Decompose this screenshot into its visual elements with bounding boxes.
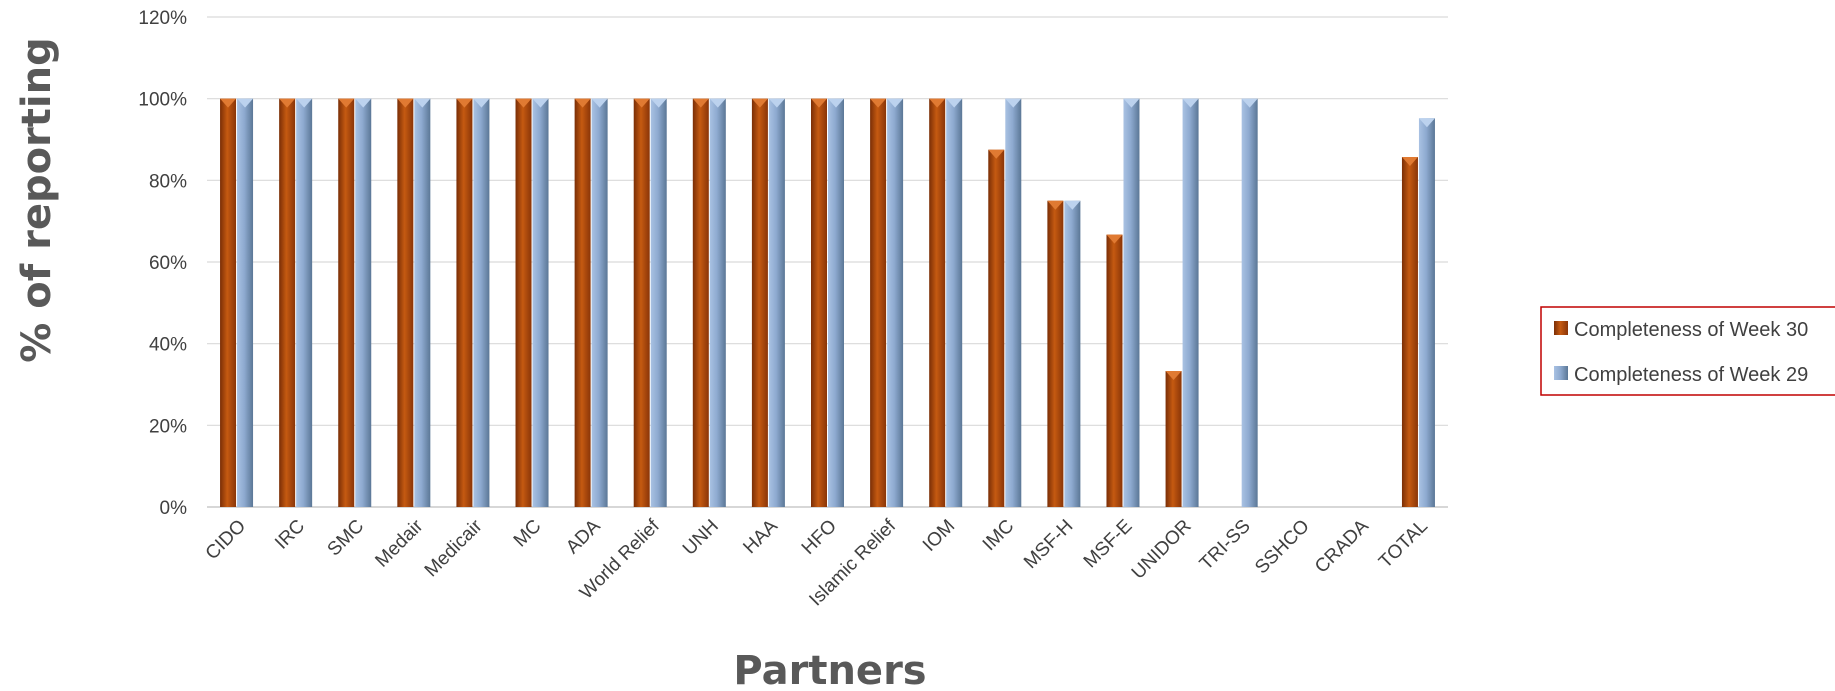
bar	[692, 98, 709, 508]
x-tick-label: HAA	[739, 515, 782, 558]
bar	[1064, 200, 1081, 507]
x-tick-label: Medicair	[421, 515, 487, 581]
x-tick-label: MSF-H	[1020, 516, 1077, 573]
x-tick-label: SSHCO	[1251, 516, 1314, 579]
legend-swatch-week-29	[1554, 366, 1568, 380]
bar	[456, 98, 473, 508]
x-tick-label: TOTAL	[1375, 516, 1432, 573]
x-tick-label: MSF-E	[1080, 516, 1137, 573]
bar	[338, 98, 355, 508]
x-tick-label: IRC	[271, 516, 309, 554]
legend-border	[1540, 306, 1835, 396]
y-tick-label: 120%	[138, 8, 187, 29]
bar	[414, 98, 431, 508]
bar	[751, 98, 768, 508]
legend-label-week-29: Completeness of Week 29	[1574, 364, 1808, 386]
bar	[532, 98, 549, 508]
bar	[1005, 98, 1022, 508]
y-tick-label: 20%	[149, 416, 187, 437]
gridlines	[207, 16, 1448, 508]
bar	[1401, 157, 1418, 507]
x-axis-title: Partners	[733, 648, 926, 691]
bar	[650, 98, 667, 508]
bar	[1165, 371, 1182, 507]
x-tick-label: IMC	[979, 516, 1018, 555]
x-tick-label: UNIDOR	[1128, 516, 1196, 584]
x-tick-label: CRADA	[1311, 515, 1373, 577]
x-tick-label: Medair	[371, 515, 427, 571]
bar	[768, 98, 785, 508]
bar	[237, 98, 254, 508]
x-tick-label: HFO	[798, 516, 841, 559]
bar	[811, 98, 827, 508]
bar	[929, 98, 946, 508]
y-tick-label: 60%	[149, 253, 187, 274]
bar	[397, 98, 414, 508]
x-tick-label: IOM	[919, 516, 959, 556]
bar	[355, 98, 372, 508]
bar	[828, 98, 844, 508]
bar	[870, 98, 887, 508]
x-tick-label: TRI-SS	[1196, 516, 1255, 575]
bar	[887, 98, 904, 508]
legend-label-week-30: Completeness of Week 30	[1574, 319, 1808, 341]
y-tick-label: 80%	[149, 171, 187, 192]
x-tick-label: ADA	[562, 515, 605, 558]
x-tick-label: CIDO	[202, 516, 250, 564]
y-tick-label: 40%	[149, 335, 187, 356]
bar	[473, 98, 490, 508]
bar	[709, 98, 726, 508]
x-tick-label: SMC	[324, 516, 369, 561]
y-axis-title: % of reporting	[14, 37, 60, 362]
x-tick-label: UNH	[679, 516, 723, 560]
bar	[1106, 234, 1123, 507]
bar	[279, 98, 296, 508]
y-axis-ticks: 0% 20% 40% 60% 80% 100% 120%	[138, 8, 187, 519]
bar	[574, 98, 591, 508]
bar	[1047, 200, 1064, 507]
y-tick-label: 0%	[160, 498, 188, 519]
bar	[220, 98, 237, 508]
bar	[1182, 98, 1199, 508]
bar	[633, 98, 650, 508]
bar	[1123, 98, 1140, 508]
y-tick-label: 100%	[138, 90, 187, 111]
bar	[946, 98, 963, 508]
bar	[1418, 118, 1435, 508]
legend-swatch-week-30	[1554, 321, 1568, 335]
legend: Completeness of Week 30 Completeness of …	[1540, 306, 1835, 396]
x-tick-label: MC	[510, 516, 546, 552]
bar	[988, 149, 1005, 508]
bars	[220, 98, 1435, 508]
bar	[296, 98, 313, 508]
bar	[1241, 98, 1258, 508]
bar	[591, 98, 608, 508]
bar	[515, 98, 532, 508]
